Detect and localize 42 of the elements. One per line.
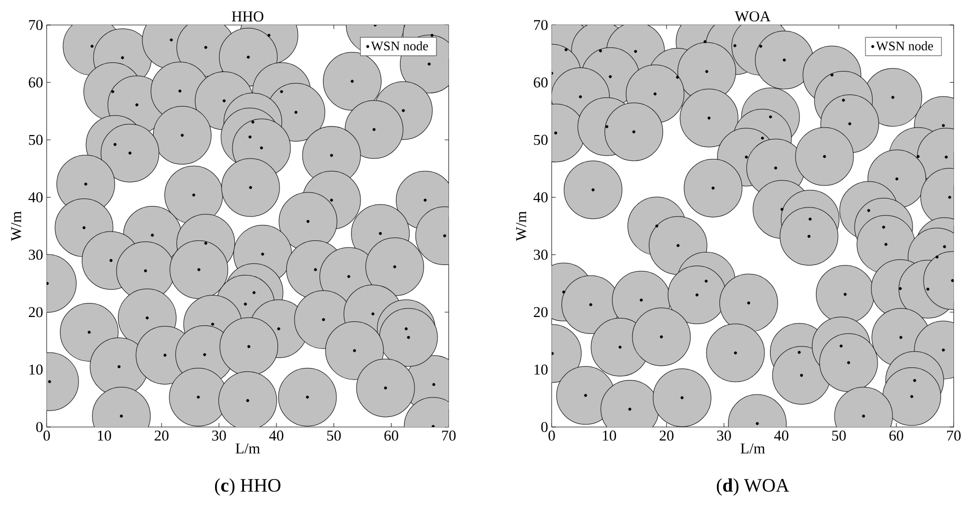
x-tick-label: 50 <box>832 430 846 441</box>
x-axis-title: L/m <box>740 444 765 454</box>
x-tick-label: 60 <box>889 430 904 441</box>
x-tick-label: 70 <box>442 430 456 441</box>
y-axis-title: W/m <box>516 211 526 241</box>
x-tick-label: 30 <box>212 430 226 441</box>
x-tick-label: 20 <box>154 430 168 441</box>
y-tick-label: 40 <box>533 192 548 202</box>
y-tick-label: 50 <box>29 134 43 145</box>
y-tick-label: 10 <box>29 364 43 375</box>
x-tick-label: 0 <box>548 430 555 441</box>
y-tick-label: 70 <box>29 20 43 30</box>
x-axis-title: L/m <box>236 444 260 454</box>
x-tick-label: 40 <box>269 430 284 441</box>
x-tick-label: 40 <box>774 430 788 441</box>
y-tick-label: 40 <box>28 192 43 202</box>
y-tick-label: 20 <box>28 307 43 318</box>
y-tick-label: 0 <box>36 422 43 432</box>
legend-label: WSN node <box>371 41 428 50</box>
y-tick-label: 60 <box>534 77 548 88</box>
x-tick-label: 70 <box>947 430 961 441</box>
x-tick-label: 30 <box>717 430 731 441</box>
y-tick-label: 60 <box>28 77 43 88</box>
chart-title: HHO <box>232 11 264 22</box>
chart-title: WOA <box>734 11 770 22</box>
y-tick-label: 70 <box>534 20 548 30</box>
x-tick-label: 0 <box>44 430 50 441</box>
x-tick-label: 20 <box>660 430 674 441</box>
y-tick-label: 0 <box>541 422 548 432</box>
x-tick-label: 10 <box>602 430 616 441</box>
y-tick-label: 50 <box>534 134 548 145</box>
y-axis-title: W/m <box>11 211 22 241</box>
x-tick-label: 60 <box>384 430 398 441</box>
legend-label: WSN node <box>876 41 933 50</box>
x-tick-label: 10 <box>98 430 112 441</box>
x-tick-label: 50 <box>327 430 341 441</box>
text: (d) WOA <box>716 478 790 496</box>
y-tick-label: 30 <box>28 250 43 260</box>
y-tick-label: 30 <box>534 250 548 260</box>
text: (c) HHO <box>215 478 280 496</box>
y-tick-label: 20 <box>534 307 548 318</box>
y-tick-label: 10 <box>534 364 548 375</box>
